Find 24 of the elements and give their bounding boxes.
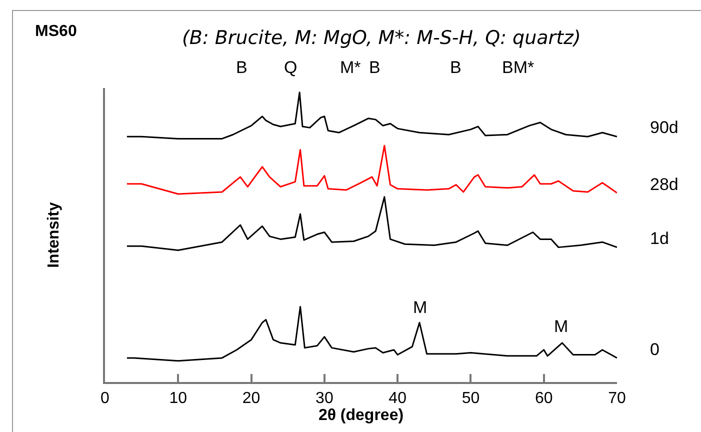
text: Q	[284, 58, 298, 77]
y-axis-title: Intensity	[45, 202, 62, 268]
series-label: 0	[650, 340, 660, 359]
text: B	[236, 58, 248, 77]
chart-subtitle: (B: Brucite, M: MgO, M*: M-S-H, Q: quartz)	[182, 27, 581, 49]
x-tick-label: 20	[242, 390, 260, 408]
x-tick-label: 0	[100, 390, 110, 408]
text: M*	[340, 58, 362, 77]
text: BM*	[502, 58, 534, 77]
chart-title: MS60	[35, 22, 77, 40]
series-label: 28d	[650, 175, 678, 194]
annotation: M	[554, 317, 568, 336]
x-tick-label: 10	[169, 390, 188, 408]
x-axis-title: 2θ (degree)	[318, 407, 404, 424]
x-tick-label: 30	[316, 390, 334, 408]
text: B	[450, 58, 462, 77]
text: B	[369, 58, 380, 77]
x-tick-label: 40	[388, 390, 407, 408]
series-label: 90d	[650, 118, 678, 137]
x-tick-label: 60	[534, 390, 553, 408]
annotation: M	[413, 298, 428, 317]
x-tick-label: 70	[608, 390, 626, 408]
series-label: 1d	[650, 229, 669, 248]
x-tick-label: 50	[462, 390, 480, 408]
